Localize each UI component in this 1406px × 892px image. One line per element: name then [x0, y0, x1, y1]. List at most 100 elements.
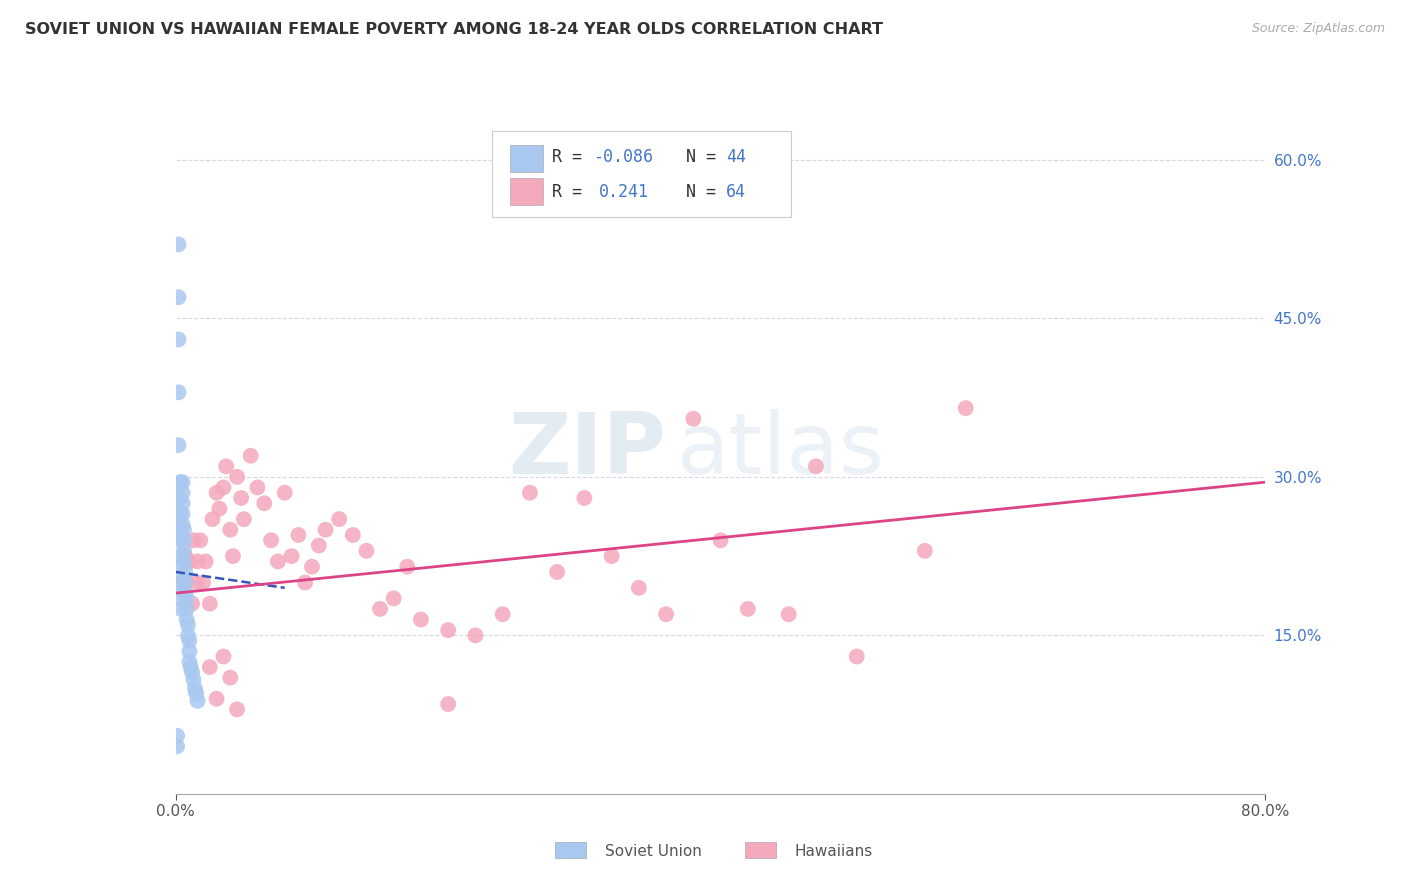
Point	[219, 523, 242, 537]
Point	[492, 607, 515, 622]
Point	[186, 554, 209, 568]
Point	[183, 533, 205, 548]
Point	[167, 385, 190, 400]
Point	[167, 333, 190, 347]
Text: Soviet Union: Soviet Union	[605, 845, 702, 859]
Point	[356, 544, 378, 558]
Point	[212, 649, 235, 664]
Point	[186, 694, 209, 708]
Point	[201, 512, 224, 526]
Point	[600, 549, 623, 563]
Point	[437, 697, 460, 711]
Point	[169, 491, 191, 505]
Point	[179, 644, 201, 658]
Point	[177, 617, 200, 632]
Point	[845, 649, 868, 664]
FancyBboxPatch shape	[510, 145, 543, 172]
Text: R =: R =	[551, 148, 592, 166]
Point	[166, 739, 188, 754]
Point	[169, 507, 191, 521]
Text: SOVIET UNION VS HAWAIIAN FEMALE POVERTY AMONG 18-24 YEAR OLDS CORRELATION CHART: SOVIET UNION VS HAWAIIAN FEMALE POVERTY …	[25, 22, 883, 37]
Point	[172, 507, 194, 521]
Point	[172, 475, 194, 490]
Point	[274, 485, 297, 500]
Text: atlas: atlas	[678, 409, 884, 492]
Point	[173, 533, 195, 548]
Text: Source: ZipAtlas.com: Source: ZipAtlas.com	[1251, 22, 1385, 36]
Point	[260, 533, 283, 548]
Point	[176, 602, 198, 616]
Point	[737, 602, 759, 616]
Point	[382, 591, 405, 606]
Point	[174, 586, 197, 600]
Point	[519, 485, 541, 500]
Point	[287, 528, 309, 542]
Point	[169, 523, 191, 537]
Point	[179, 554, 201, 568]
Point	[342, 528, 364, 542]
Point	[170, 559, 193, 574]
Point	[176, 575, 198, 590]
Point	[205, 485, 228, 500]
Point	[186, 575, 208, 590]
Point	[253, 496, 276, 510]
Point	[186, 686, 208, 700]
Point	[914, 544, 936, 558]
Point	[181, 665, 204, 680]
Point	[627, 581, 650, 595]
Point	[219, 671, 242, 685]
Point	[172, 496, 194, 510]
Point	[177, 628, 200, 642]
Text: N =: N =	[666, 148, 725, 166]
Point	[181, 597, 204, 611]
Point	[301, 559, 323, 574]
Point	[172, 485, 194, 500]
Point	[222, 549, 245, 563]
FancyBboxPatch shape	[510, 178, 543, 205]
Point	[170, 570, 193, 584]
Point	[179, 633, 201, 648]
Point	[215, 459, 238, 474]
Point	[194, 554, 217, 568]
FancyBboxPatch shape	[745, 842, 776, 858]
Point	[167, 438, 190, 452]
Point	[191, 575, 214, 590]
Point	[176, 613, 198, 627]
Text: 64: 64	[725, 183, 747, 201]
Point	[239, 449, 262, 463]
Text: -0.086: -0.086	[593, 148, 652, 166]
Point	[174, 575, 197, 590]
Point	[174, 565, 197, 579]
Point	[205, 691, 228, 706]
Point	[184, 681, 207, 696]
Point	[172, 575, 194, 590]
Point	[198, 597, 221, 611]
Text: R =: R =	[551, 183, 592, 201]
FancyBboxPatch shape	[492, 131, 792, 217]
Text: 0.241: 0.241	[599, 183, 648, 201]
Point	[169, 475, 191, 490]
Point	[396, 559, 419, 574]
Point	[170, 581, 193, 595]
Point	[180, 660, 202, 674]
Text: ZIP: ZIP	[509, 409, 666, 492]
Point	[546, 565, 568, 579]
Point	[226, 470, 249, 484]
Point	[170, 602, 193, 616]
Point	[183, 673, 205, 687]
FancyBboxPatch shape	[555, 842, 586, 858]
Point	[176, 591, 198, 606]
Point	[188, 533, 211, 548]
Point	[804, 459, 827, 474]
Point	[170, 591, 193, 606]
Point	[655, 607, 678, 622]
Point	[574, 491, 596, 505]
Point	[710, 533, 733, 548]
Text: 44: 44	[725, 148, 747, 166]
Point	[955, 401, 977, 416]
Point	[212, 480, 235, 494]
Point	[682, 411, 704, 425]
Text: Hawaiians: Hawaiians	[794, 845, 873, 859]
Point	[173, 554, 195, 568]
Point	[198, 660, 221, 674]
